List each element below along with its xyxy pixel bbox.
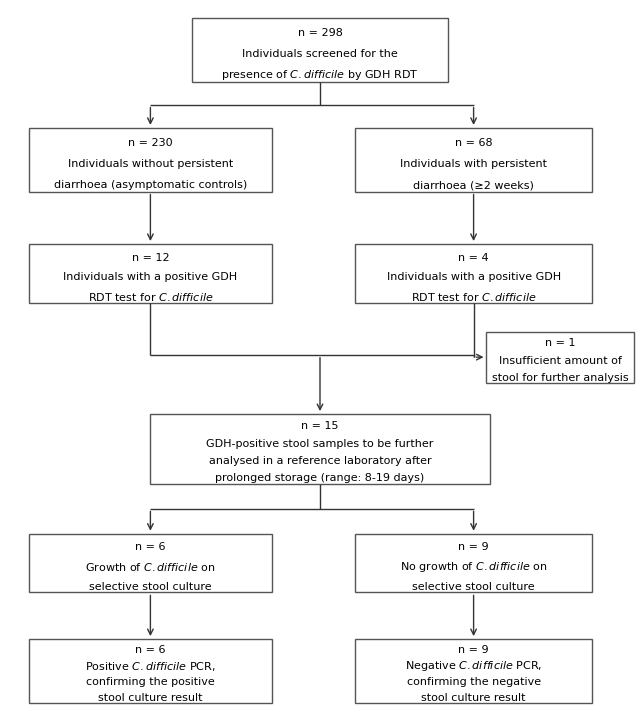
Text: n = 12: n = 12 xyxy=(132,253,169,263)
Text: selective stool culture: selective stool culture xyxy=(89,581,212,591)
FancyBboxPatch shape xyxy=(192,18,448,82)
FancyBboxPatch shape xyxy=(29,639,272,703)
Text: n = 230: n = 230 xyxy=(128,138,173,148)
Text: RDT test for $\it{C. difficile}$: RDT test for $\it{C. difficile}$ xyxy=(88,291,213,303)
Text: n = 9: n = 9 xyxy=(458,542,489,552)
Text: prolonged storage (range: 8-19 days): prolonged storage (range: 8-19 days) xyxy=(216,474,424,484)
Text: No growth of $\it{C. difficile}$ on: No growth of $\it{C. difficile}$ on xyxy=(400,560,547,574)
Text: Growth of $\it{C. difficile}$ on: Growth of $\it{C. difficile}$ on xyxy=(85,561,216,573)
FancyBboxPatch shape xyxy=(486,332,634,383)
Text: Individuals screened for the: Individuals screened for the xyxy=(242,49,398,59)
Text: Individuals with persistent: Individuals with persistent xyxy=(400,159,547,169)
Text: presence of $\it{C. difficile}$ by GDH RDT: presence of $\it{C. difficile}$ by GDH R… xyxy=(221,68,419,82)
Text: GDH-positive stool samples to be further: GDH-positive stool samples to be further xyxy=(206,439,434,449)
FancyBboxPatch shape xyxy=(355,128,592,192)
Text: confirming the negative: confirming the negative xyxy=(406,677,541,687)
FancyBboxPatch shape xyxy=(355,534,592,592)
FancyBboxPatch shape xyxy=(29,128,272,192)
Text: selective stool culture: selective stool culture xyxy=(412,581,535,591)
FancyBboxPatch shape xyxy=(355,639,592,703)
Text: analysed in a reference laboratory after: analysed in a reference laboratory after xyxy=(209,456,431,466)
FancyBboxPatch shape xyxy=(355,244,592,302)
Text: confirming the positive: confirming the positive xyxy=(86,677,215,687)
Text: n = 6: n = 6 xyxy=(135,645,166,655)
FancyBboxPatch shape xyxy=(29,534,272,592)
Text: stool culture result: stool culture result xyxy=(98,693,203,703)
Text: n = 9: n = 9 xyxy=(458,645,489,655)
Text: n = 15: n = 15 xyxy=(301,421,339,431)
FancyBboxPatch shape xyxy=(150,414,490,484)
Text: n = 68: n = 68 xyxy=(455,138,492,148)
Text: n = 6: n = 6 xyxy=(135,542,166,552)
Text: n = 298: n = 298 xyxy=(298,28,342,38)
Text: RDT test for $\it{C. difficile}$: RDT test for $\it{C. difficile}$ xyxy=(411,291,536,303)
Text: Individuals without persistent: Individuals without persistent xyxy=(68,159,233,169)
Text: Individuals with a positive GDH: Individuals with a positive GDH xyxy=(63,272,237,283)
Text: stool culture result: stool culture result xyxy=(421,693,526,703)
Text: Individuals with a positive GDH: Individuals with a positive GDH xyxy=(387,272,561,283)
Text: diarrhoea (≥2 weeks): diarrhoea (≥2 weeks) xyxy=(413,180,534,190)
Text: diarrhoea (asymptomatic controls): diarrhoea (asymptomatic controls) xyxy=(54,180,247,190)
Text: Negative $\it{C. difficile}$ PCR,: Negative $\it{C. difficile}$ PCR, xyxy=(405,659,542,673)
FancyBboxPatch shape xyxy=(29,244,272,302)
Text: n = 1: n = 1 xyxy=(545,339,575,349)
Text: n = 4: n = 4 xyxy=(458,253,489,263)
Text: Positive $\it{C. difficile}$ PCR,: Positive $\it{C. difficile}$ PCR, xyxy=(85,660,216,672)
Text: stool for further analysis: stool for further analysis xyxy=(492,373,628,383)
Text: Insufficient amount of: Insufficient amount of xyxy=(499,356,621,366)
